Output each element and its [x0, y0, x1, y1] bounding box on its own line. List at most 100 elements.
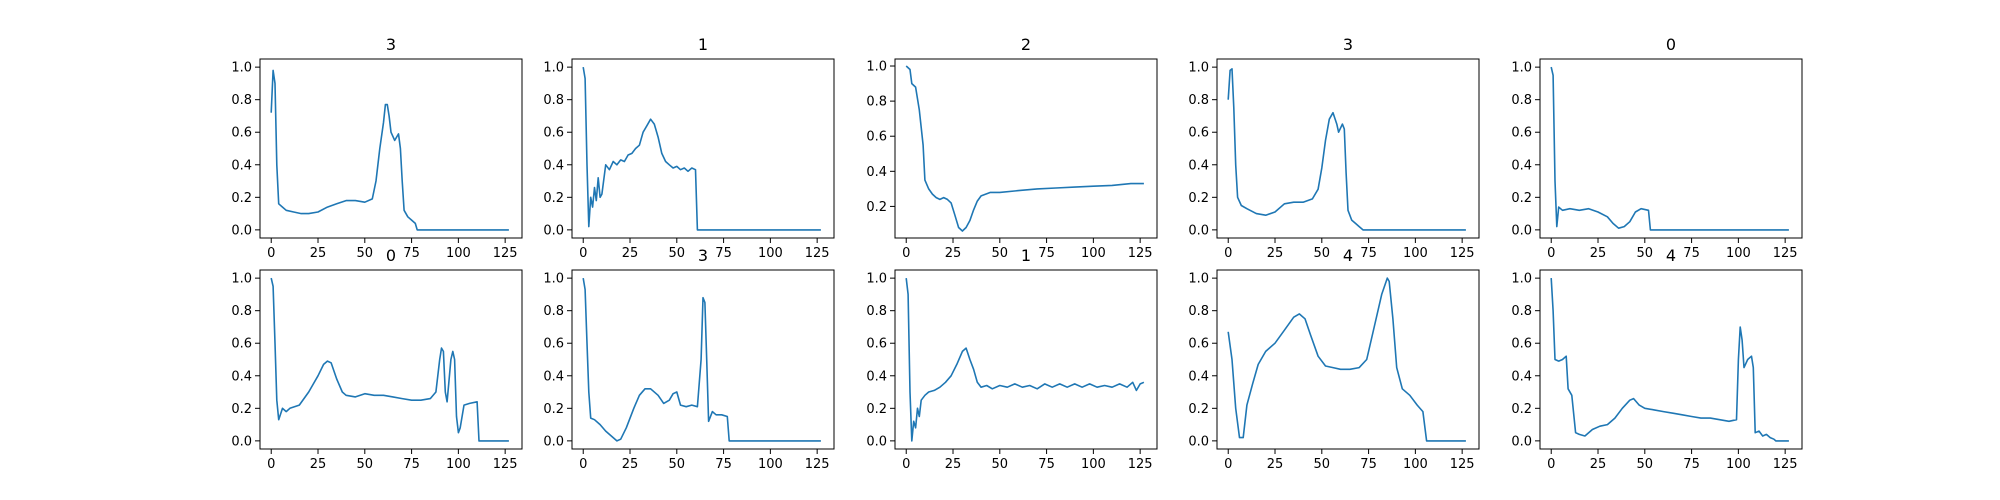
x-tick-label: 25	[945, 457, 962, 472]
y-tick-label: 0.8	[543, 93, 564, 108]
y-tick-label: 1.0	[543, 272, 564, 287]
x-tick-label: 100	[1403, 246, 1428, 261]
y-tick-label: 0.0	[1511, 223, 1532, 238]
y-tick-label: 0.8	[231, 93, 252, 108]
x-tick-label: 100	[446, 457, 471, 472]
x-tick-label: 0	[1224, 457, 1232, 472]
x-tick-label: 100	[758, 246, 783, 261]
axes-frame	[894, 269, 1158, 450]
x-tick-label: 125	[1128, 246, 1153, 261]
axes-frame	[259, 58, 523, 239]
x-tick-label: 125	[1773, 246, 1798, 261]
subplot-title: 3	[386, 35, 396, 54]
y-tick-label: 1.0	[543, 61, 564, 76]
y-tick-label: 0.2	[866, 200, 887, 215]
y-tick-label: 0.4	[1188, 158, 1209, 173]
x-tick-label: 0	[267, 246, 275, 261]
y-tick-label: 0.0	[543, 223, 564, 238]
x-tick-label: 75	[1360, 457, 1377, 472]
subplot-2: 1 0 25 50 75 100 125 0.0 0.2 0.4 0.6 0.8 1.0	[543, 35, 835, 261]
x-tick-label: 0	[579, 246, 587, 261]
x-tick-label: 0	[902, 246, 910, 261]
y-tick-label: 0.6	[543, 337, 564, 352]
subplot-8: 1 0 25 50 75 100 125 0.0 0.2 0.4 0.6 0.8 1.0	[866, 246, 1158, 472]
series-line	[1227, 277, 1466, 442]
x-tick-label: 125	[1128, 457, 1153, 472]
y-tick-label: 0.2	[231, 191, 252, 206]
x-tick-label: 75	[1683, 457, 1700, 472]
series-line	[270, 277, 509, 442]
y-tick-label: 0.6	[866, 337, 887, 352]
axes-frame	[1216, 269, 1480, 450]
x-tick-label: 125	[493, 246, 518, 261]
x-tick-label: 75	[715, 246, 732, 261]
x-tick-label: 50	[357, 457, 374, 472]
y-tick-label: 0.2	[1188, 402, 1209, 417]
y-tick-label: 0.6	[1511, 126, 1532, 141]
y-tick-label: 0.4	[231, 158, 252, 173]
x-tick-label: 100	[758, 457, 783, 472]
x-tick-label: 125	[1773, 457, 1798, 472]
y-tick-label: 0.4	[543, 158, 564, 173]
y-tick-label: 0.6	[543, 126, 564, 141]
subplot-title: 3	[698, 246, 708, 265]
subplot-6: 0 0 25 50 75 100 125 0.0 0.2 0.4 0.6 0.8 1.0	[231, 246, 523, 472]
subplot-4: 3 0 25 50 75 100 125 0.0 0.2 0.4 0.6 0.8 1.0	[1188, 35, 1480, 261]
y-tick-label: 0.8	[543, 304, 564, 319]
x-tick-label: 100	[1726, 457, 1751, 472]
y-tick-label: 0.0	[1188, 223, 1209, 238]
y-tick-label: 0.2	[543, 402, 564, 417]
subplot-title: 0	[386, 246, 396, 265]
y-tick-label: 0.8	[866, 304, 887, 319]
y-tick-label: 0.2	[231, 402, 252, 417]
x-tick-label: 50	[669, 246, 686, 261]
y-tick-label: 0.2	[543, 191, 564, 206]
y-tick-label: 0.4	[866, 369, 887, 384]
axes-frame	[1539, 269, 1803, 450]
x-tick-label: 75	[1038, 457, 1055, 472]
y-tick-label: 1.0	[231, 272, 252, 287]
y-tick-label: 0.6	[1511, 337, 1532, 352]
series-line	[1550, 66, 1789, 231]
y-tick-label: 0.6	[1188, 126, 1209, 141]
axes-frame	[894, 58, 1158, 239]
y-tick-label: 0.6	[231, 337, 252, 352]
y-tick-label: 0.6	[866, 130, 887, 145]
y-tick-label: 0.8	[231, 304, 252, 319]
x-tick-label: 100	[1403, 457, 1428, 472]
x-tick-label: 100	[1726, 246, 1751, 261]
x-tick-label: 25	[1267, 457, 1284, 472]
x-tick-label: 50	[992, 246, 1009, 261]
series-line	[270, 69, 509, 231]
y-tick-label: 0.2	[1511, 402, 1532, 417]
y-tick-label: 1.0	[1511, 272, 1532, 287]
y-tick-label: 0.6	[231, 126, 252, 141]
x-tick-label: 75	[1683, 246, 1700, 261]
axes-frame	[1539, 58, 1803, 239]
y-tick-label: 0.4	[231, 369, 252, 384]
x-tick-label: 0	[1224, 246, 1232, 261]
x-tick-label: 25	[945, 246, 962, 261]
y-tick-label: 0.8	[1511, 93, 1532, 108]
y-tick-label: 0.8	[866, 95, 887, 110]
x-tick-label: 100	[446, 246, 471, 261]
x-tick-label: 100	[1081, 246, 1106, 261]
subplot-10: 4 0 25 50 75 100 125 0.0 0.2 0.4 0.6 0.8 1.0	[1511, 246, 1803, 472]
y-tick-label: 0.8	[1188, 93, 1209, 108]
axes-frame	[259, 269, 523, 450]
y-tick-label: 0.2	[1511, 191, 1532, 206]
axes-frame	[571, 269, 835, 450]
subplot-9: 4 0 25 50 75 100 125 0.0 0.2 0.4 0.6 0.8 1.0	[1188, 246, 1480, 472]
x-tick-label: 25	[1590, 246, 1607, 261]
x-tick-label: 50	[1637, 246, 1654, 261]
subplot-title: 0	[1666, 35, 1676, 54]
x-tick-label: 125	[805, 457, 830, 472]
x-tick-label: 25	[310, 457, 327, 472]
x-tick-label: 100	[1081, 457, 1106, 472]
y-tick-label: 1.0	[866, 60, 887, 75]
x-tick-label: 75	[1360, 246, 1377, 261]
subplot-title: 2	[1021, 35, 1031, 54]
series-line	[905, 65, 1144, 232]
